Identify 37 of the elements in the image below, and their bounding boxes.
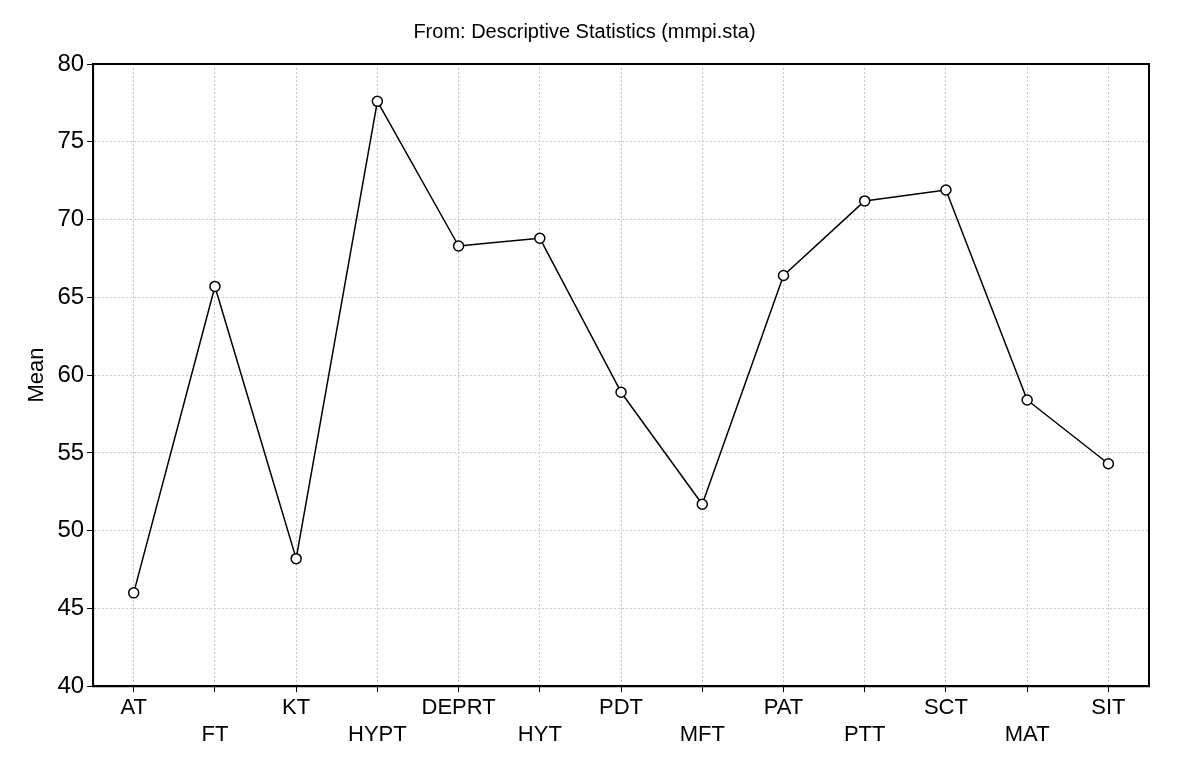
y-tick-label: 80: [57, 48, 85, 76]
point: [615, 386, 627, 398]
point: [290, 552, 302, 565]
point: [127, 587, 140, 599]
y-tick-label: 40: [57, 670, 85, 698]
point: [452, 240, 465, 252]
point: [209, 280, 221, 293]
point: [777, 269, 790, 282]
y-tick-label: 60: [57, 359, 85, 387]
point: [1102, 458, 1115, 470]
point: [696, 498, 709, 510]
point: [858, 195, 871, 207]
x-tick-label: MAT: [1004, 720, 1050, 746]
y-tick-label: 75: [57, 126, 85, 154]
y-tick-label: 65: [57, 281, 85, 309]
x-tick-label: SIT: [1091, 694, 1126, 720]
y-tick-label: 45: [57, 593, 85, 621]
y-tick-label: 55: [57, 437, 85, 465]
x-tick-label: KT: [282, 694, 311, 720]
point: [1021, 394, 1033, 406]
x-tick-label: MFT: [679, 720, 725, 746]
x-tick-label: PTT: [843, 720, 886, 746]
y-tick-label: 70: [57, 204, 85, 232]
chart-title: From: Descriptive Statistics (mmpi.sta): [413, 19, 756, 42]
x-tick-label: FT: [201, 720, 229, 746]
y-tick-label: 50: [57, 515, 85, 543]
x-tick-label: AT: [120, 694, 147, 720]
x-tick-label: PDT: [599, 694, 644, 720]
point: [371, 95, 384, 108]
x-tick-label: DEPRT: [421, 694, 496, 720]
point: [940, 184, 952, 196]
x-tick-label: HYT: [517, 720, 562, 746]
y-axis-title: Mean: [23, 347, 49, 403]
x-tick-label: HYPT: [348, 720, 407, 746]
x-tick-label: SCT: [923, 694, 968, 720]
point: [534, 232, 546, 244]
x-tick-label: PAT: [763, 694, 804, 720]
